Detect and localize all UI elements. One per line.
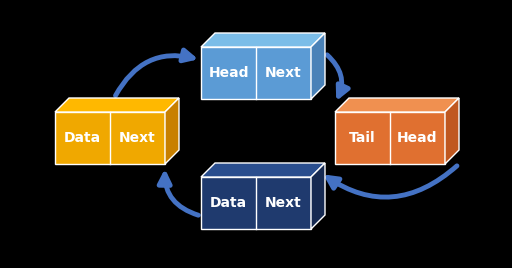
Polygon shape xyxy=(311,163,325,229)
Polygon shape xyxy=(201,33,325,47)
Text: Head: Head xyxy=(397,131,438,145)
Text: Next: Next xyxy=(265,66,302,80)
Polygon shape xyxy=(165,98,179,164)
Text: Next: Next xyxy=(119,131,156,145)
Polygon shape xyxy=(311,33,325,99)
Polygon shape xyxy=(201,47,311,99)
Polygon shape xyxy=(445,98,459,164)
Polygon shape xyxy=(335,112,445,164)
Polygon shape xyxy=(55,112,165,164)
Text: Head: Head xyxy=(208,66,249,80)
Polygon shape xyxy=(201,177,311,229)
Text: Tail: Tail xyxy=(349,131,376,145)
Polygon shape xyxy=(201,163,325,177)
Text: Data: Data xyxy=(210,196,247,210)
Polygon shape xyxy=(55,98,179,112)
Polygon shape xyxy=(335,98,459,112)
Text: Data: Data xyxy=(64,131,101,145)
Text: Next: Next xyxy=(265,196,302,210)
